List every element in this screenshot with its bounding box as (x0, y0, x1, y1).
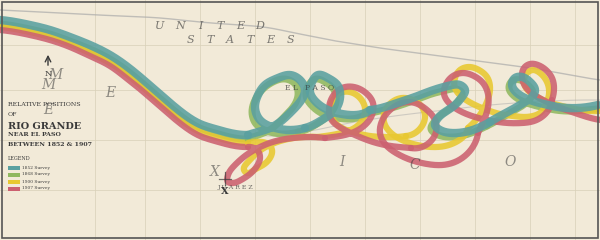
Text: OF: OF (8, 112, 17, 117)
Text: BETWEEN 1852 & 1907: BETWEEN 1852 & 1907 (8, 142, 92, 147)
Text: E: E (105, 86, 115, 100)
Text: RIO GRANDE: RIO GRANDE (8, 122, 81, 131)
Bar (8, 166, 20, 169)
Text: X: X (221, 187, 229, 196)
Text: U: U (155, 21, 164, 31)
Text: LEGEND: LEGEND (8, 156, 31, 161)
Text: 1907 Survey: 1907 Survey (22, 186, 50, 191)
Bar (8, 173, 20, 176)
Text: E: E (236, 21, 244, 31)
Text: RELATIVE POSITIONS: RELATIVE POSITIONS (8, 102, 80, 107)
Text: X: X (210, 165, 220, 179)
Text: E: E (266, 35, 274, 45)
Text: S: S (286, 35, 294, 45)
Text: I: I (339, 155, 345, 169)
Text: E L   P A S O: E L P A S O (286, 84, 335, 92)
Text: NEAR EL PASO: NEAR EL PASO (8, 132, 61, 137)
Text: I: I (198, 21, 202, 31)
Text: S: S (186, 35, 194, 45)
Text: J U A R E Z: J U A R E Z (217, 186, 253, 191)
Text: C: C (410, 158, 421, 172)
Text: T: T (206, 35, 214, 45)
Text: E: E (43, 103, 53, 117)
Text: 1900 Survey: 1900 Survey (22, 180, 50, 184)
Text: D: D (256, 21, 265, 31)
Text: T: T (247, 35, 254, 45)
Text: N: N (175, 21, 185, 31)
Text: T: T (217, 21, 224, 31)
Text: M: M (48, 68, 62, 82)
Text: N: N (44, 70, 52, 78)
Text: O: O (505, 155, 515, 169)
Text: A: A (226, 35, 234, 45)
Bar (8, 186, 20, 191)
Text: 1852 Survey: 1852 Survey (22, 166, 50, 169)
Text: 1868 Survey: 1868 Survey (22, 173, 50, 176)
Text: M: M (41, 78, 55, 92)
Bar (8, 180, 20, 184)
